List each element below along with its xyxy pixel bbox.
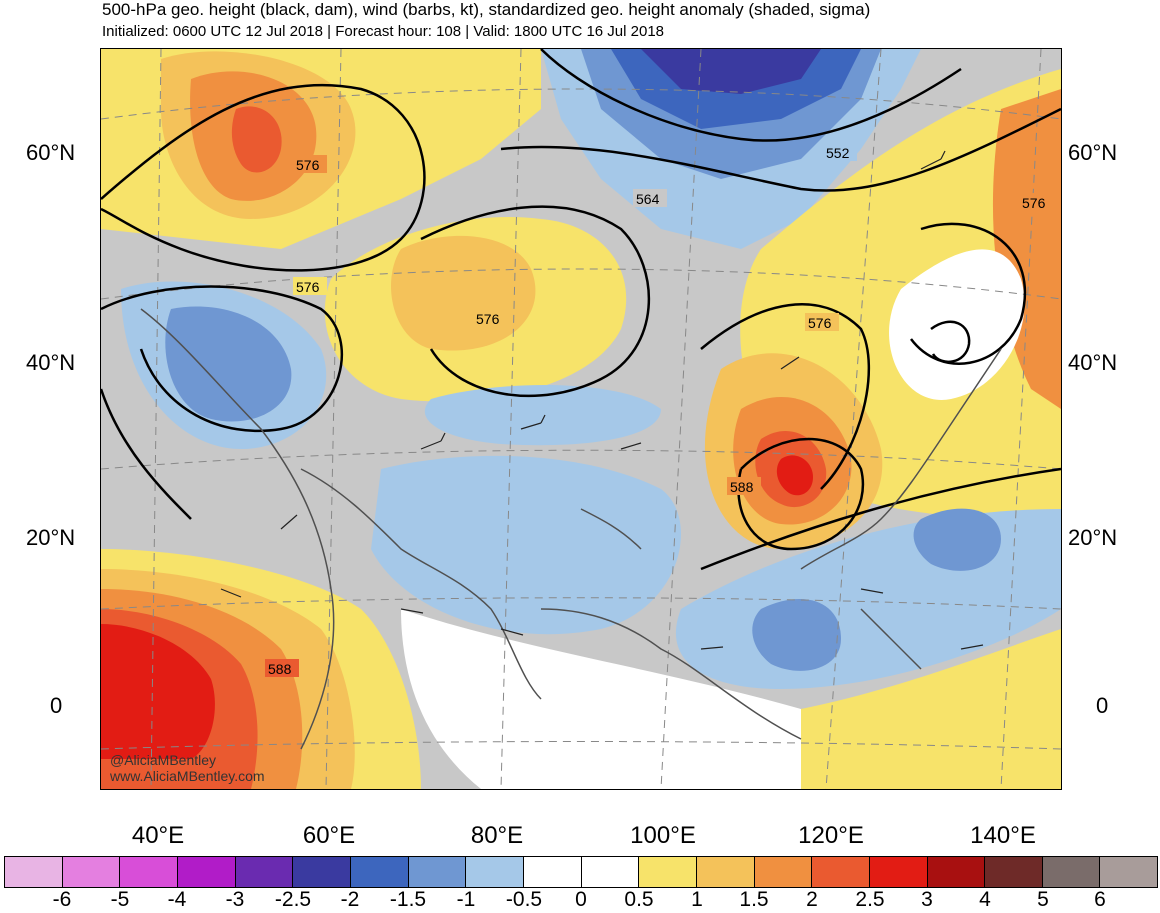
colorbar-swatch [177, 857, 236, 887]
colorbar-label: -4 [167, 888, 187, 911]
colorbar-swatch [696, 857, 755, 887]
lat-label-left: 40°N [26, 350, 76, 375]
map-subtitle: Initialized: 0600 UTC 12 Jul 2018 | Fore… [102, 23, 665, 40]
contour-label: 576 [1022, 195, 1046, 211]
colorbar-label: 6 [1094, 888, 1106, 911]
colorbar-swatch [754, 857, 813, 887]
lat-label-right: 0 [1096, 693, 1109, 718]
contour-label: 576 [808, 315, 832, 331]
map-panel: 576 576 576 564 552 576 576 588 588 [100, 48, 1062, 790]
colorbar-swatch [1042, 857, 1101, 887]
contour-label: 576 [296, 279, 320, 295]
coastlines [140, 308, 1002, 750]
colorbar-swatch [120, 857, 178, 887]
colorbar-swatch [235, 857, 294, 887]
contour-label: 576 [476, 311, 500, 327]
colorbar-label: -2.5 [274, 888, 312, 911]
colorbar-swatch [1100, 857, 1158, 887]
lon-label: 60°E [302, 822, 356, 849]
colorbar-swatch [985, 857, 1043, 887]
map-title: 500-hPa geo. height (black, dam), wind (… [102, 0, 871, 19]
colorbar-label: 0.5 [624, 888, 654, 911]
lat-label-left: 0 [50, 693, 63, 718]
colorbar-swatch [581, 857, 640, 887]
colorbar [4, 856, 1158, 888]
colorbar-label: -6 [52, 888, 72, 911]
colorbar-swatch [62, 857, 121, 887]
colorbar-swatch [812, 857, 870, 887]
colorbar-swatch [350, 857, 409, 887]
colorbar-label: -5 [110, 888, 130, 911]
credit-handle: @AliciaMBentley [110, 752, 217, 768]
colorbar-swatch [466, 857, 524, 887]
colorbar-label: 1.5 [739, 888, 769, 911]
contour-label: 588 [268, 661, 292, 677]
lat-label-right: 40°N [1068, 350, 1118, 375]
lat-label-right: 60°N [1068, 140, 1118, 165]
colorbar-label: -3 [225, 888, 245, 911]
colorbar-label: 0 [575, 888, 587, 911]
height-contours [101, 49, 1061, 571]
lon-label: 120°E [798, 822, 864, 849]
lat-label-right: 20°N [1068, 525, 1118, 550]
contour-label: 588 [730, 479, 754, 495]
lat-label-left: 60°N [26, 140, 76, 165]
colorbar-label: 4 [979, 888, 991, 911]
colorbar-label: -0.5 [505, 888, 543, 911]
anomaly-map: 576 576 576 564 552 576 576 588 588 [101, 49, 1061, 789]
colorbar-swatch [639, 857, 697, 887]
colorbar-label: 2.5 [855, 888, 885, 911]
colorbar-swatch [293, 857, 351, 887]
graticule [101, 49, 1061, 789]
credit-website: www.AliciaMBentley.com [110, 768, 265, 784]
colorbar-swatch [523, 857, 582, 887]
colorbar-label: 2 [806, 888, 818, 911]
contour-label: 576 [296, 157, 320, 173]
contour-label: 552 [826, 145, 850, 161]
colorbar-label: -1.5 [389, 888, 427, 911]
colorbar-swatch [927, 857, 986, 887]
lon-label: 80°E [470, 822, 524, 849]
lat-label-left: 20°N [26, 525, 76, 550]
contour-label: 564 [636, 191, 660, 207]
colorbar-label: 5 [1037, 888, 1049, 911]
colorbar-swatch [5, 857, 63, 887]
colorbar-label: -2 [340, 888, 360, 911]
wind-barbs [220, 150, 984, 650]
colorbar-label: 3 [921, 888, 933, 911]
colorbar-swatch [408, 857, 467, 887]
lon-label: 140°E [970, 822, 1036, 849]
contour-label-group: 576 576 576 564 552 576 576 588 588 [265, 143, 1053, 677]
lon-label: 40°E [131, 822, 185, 849]
colorbar-swatch [869, 857, 928, 887]
lon-label: 100°E [630, 822, 696, 849]
colorbar-label: -1 [456, 888, 476, 911]
colorbar-label: 1 [691, 888, 703, 911]
